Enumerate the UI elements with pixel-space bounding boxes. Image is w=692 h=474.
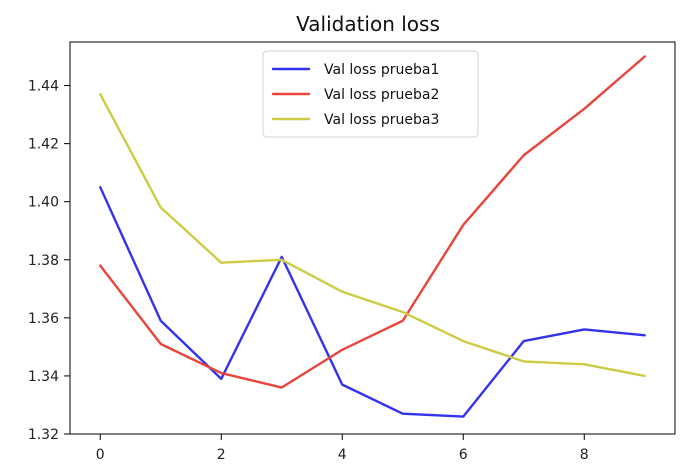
y-tick-label: 1.38: [28, 253, 59, 269]
series-lines: [99, 55, 646, 418]
legend-box: [262, 50, 479, 138]
legend-label-1: Val loss prueba1: [324, 62, 439, 78]
y-tick-label: 1.44: [28, 79, 59, 95]
x-axis: 0 2 4 6 8: [96, 434, 589, 463]
x-tick-label: 4: [338, 447, 347, 463]
series-line-2: [99, 55, 646, 389]
x-tick-label: 0: [96, 447, 105, 463]
series-line-3: [99, 93, 646, 378]
y-tick-label: 1.40: [28, 195, 59, 211]
y-tick-label: 1.42: [28, 137, 59, 153]
legend-label-3: Val loss prueba3: [324, 112, 439, 128]
series-line-1: [99, 185, 646, 418]
legend-label-2: Val loss prueba2: [324, 87, 439, 103]
legend: Val loss prueba1 Val loss prueba2 Val loss…: [262, 50, 479, 138]
x-tick-label: 6: [459, 447, 468, 463]
x-tick-label: 2: [217, 447, 226, 463]
chart-title: Validation loss: [296, 12, 440, 36]
y-tick-label: 1.32: [28, 427, 59, 443]
y-tick-label: 1.34: [28, 369, 59, 385]
y-axis: 1.32 1.34 1.36 1.38 1.40 1.42 1.44: [28, 79, 70, 443]
y-tick-label: 1.36: [28, 311, 59, 327]
x-tick-label: 8: [580, 447, 589, 463]
